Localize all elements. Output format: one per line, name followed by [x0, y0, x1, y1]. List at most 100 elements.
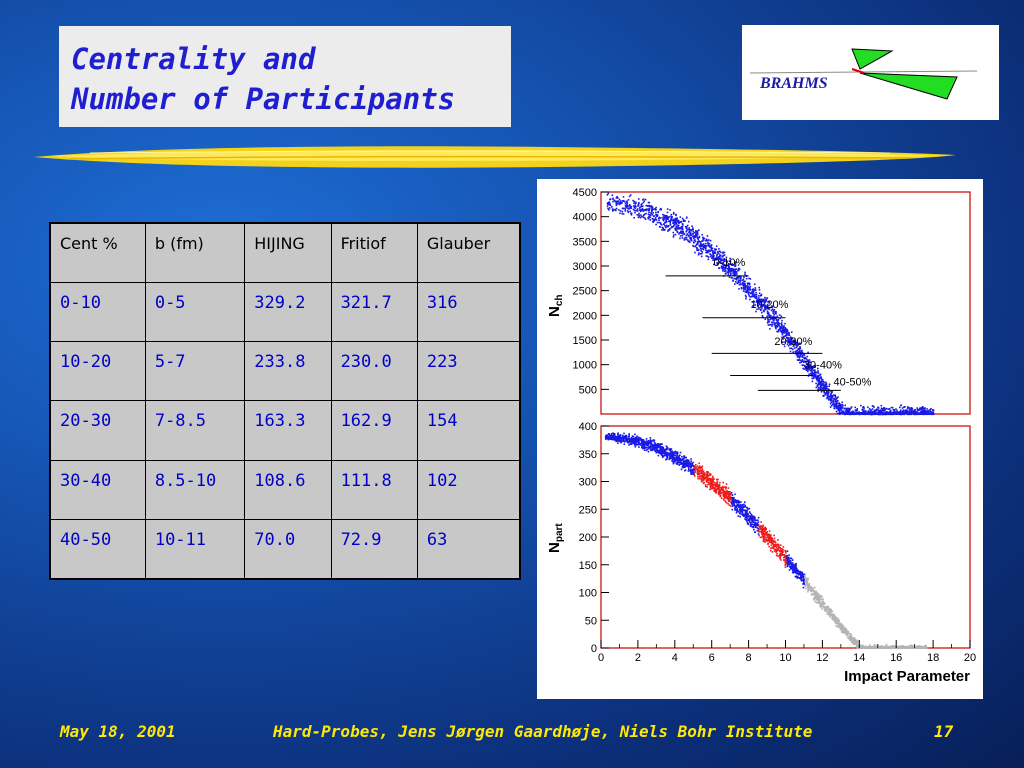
scatter-point: [633, 217, 635, 219]
scatter-point: [650, 447, 652, 450]
scatter-point: [609, 204, 612, 206]
scatter-point: [765, 298, 768, 301]
scatter-point: [700, 255, 703, 258]
scatter-point: [630, 440, 633, 443]
scatter-point: [758, 292, 761, 295]
scatter-point: [749, 285, 752, 288]
scatter-point: [872, 413, 875, 415]
scatter-point: [790, 566, 792, 569]
table-cell: 108.6: [244, 459, 332, 520]
scatter-point: [644, 447, 646, 449]
scatter-point: [760, 309, 762, 312]
scatter-point: [662, 228, 664, 230]
scatter-point: [814, 375, 817, 378]
scatter-point: [651, 214, 654, 216]
scatter-point: [855, 410, 858, 412]
scatter-point: [723, 497, 725, 500]
scatter-point: [771, 321, 773, 323]
scatter-point: [794, 572, 797, 574]
scatter-point: [629, 441, 631, 443]
scatter-point: [782, 328, 784, 331]
scatter-point: [798, 572, 800, 574]
scatter-point: [614, 208, 617, 211]
scatter-point: [747, 292, 750, 294]
scatter-point: [696, 243, 698, 246]
scatter-point: [695, 233, 697, 235]
scatter-point: [741, 282, 744, 284]
scatter-point: [776, 325, 779, 327]
scatter-point: [771, 305, 774, 307]
scatter-point: [744, 283, 746, 285]
scatter-point: [709, 486, 712, 488]
scatter-point: [698, 465, 701, 468]
scatter-point: [716, 262, 718, 264]
scatter-point: [884, 411, 887, 414]
scatter-point: [817, 376, 819, 378]
scatter-point: [672, 213, 675, 215]
scatter-point: [641, 215, 643, 218]
scatter-point: [707, 256, 710, 258]
scatter-point: [821, 383, 824, 386]
scatter-point: [807, 577, 809, 580]
scatter-point: [888, 408, 891, 410]
scatter-point: [845, 409, 848, 412]
scatter-point: [860, 404, 862, 407]
scatter-point: [818, 382, 821, 384]
scatter-point: [895, 408, 897, 410]
scatter-point: [829, 406, 832, 408]
scatter-point: [669, 221, 671, 224]
scatter-point: [726, 497, 728, 500]
scatter-point: [739, 281, 741, 284]
yellow-brush-divider: [34, 146, 956, 168]
scatter-point: [862, 406, 864, 409]
scatter-point: [659, 452, 661, 454]
scatter-point: [649, 441, 652, 443]
scatter-point: [731, 497, 734, 499]
scatter-point: [879, 412, 882, 414]
scatter-point: [871, 405, 874, 407]
scatter-point: [760, 528, 762, 530]
scatter-point: [801, 355, 804, 357]
scatter-point: [839, 413, 841, 416]
scatter-point: [782, 332, 784, 334]
scatter-point: [742, 290, 745, 292]
scatter-point: [765, 532, 768, 534]
scatter-point: [610, 433, 613, 435]
scatter-point: [759, 298, 761, 301]
scatter-point: [739, 515, 741, 518]
scatter-point: [688, 461, 690, 464]
scatter-point: [713, 259, 716, 261]
scatter-point: [713, 478, 715, 480]
scatter-point: [799, 359, 802, 362]
scatter-point: [735, 271, 738, 273]
scatter-point: [766, 307, 769, 310]
scatter-plots-panel: 4500 4000 3500 3000 2500 2000 1500 1000 500 400 35…: [537, 179, 983, 699]
scatter-point: [835, 401, 838, 404]
scatter-point: [820, 376, 822, 378]
scatter-point: [665, 215, 668, 217]
scatter-point: [616, 437, 619, 439]
scatter-point: [829, 393, 832, 396]
scatter-point: [729, 270, 732, 273]
scatter-point: [694, 240, 697, 243]
scatter-point: [747, 522, 749, 525]
scatter-point: [760, 305, 762, 308]
scatter-point: [685, 460, 687, 463]
scatter-point: [844, 410, 846, 412]
scatter-point: [655, 206, 657, 209]
scatter-point: [697, 477, 699, 480]
scatter-point: [766, 297, 769, 299]
scatter-point: [687, 470, 690, 472]
scatter-point: [727, 266, 730, 268]
scatter-point: [831, 398, 833, 400]
scatter-point: [714, 257, 716, 260]
scatter-point: [844, 627, 846, 629]
scatter-point: [819, 386, 822, 388]
scatter-point: [732, 280, 734, 282]
scatter-point: [801, 572, 804, 575]
scatter-point: [732, 270, 734, 272]
scatter-point: [742, 505, 745, 507]
scatter-point: [818, 602, 821, 605]
scatter-point: [649, 216, 652, 219]
scatter-point: [649, 440, 652, 442]
